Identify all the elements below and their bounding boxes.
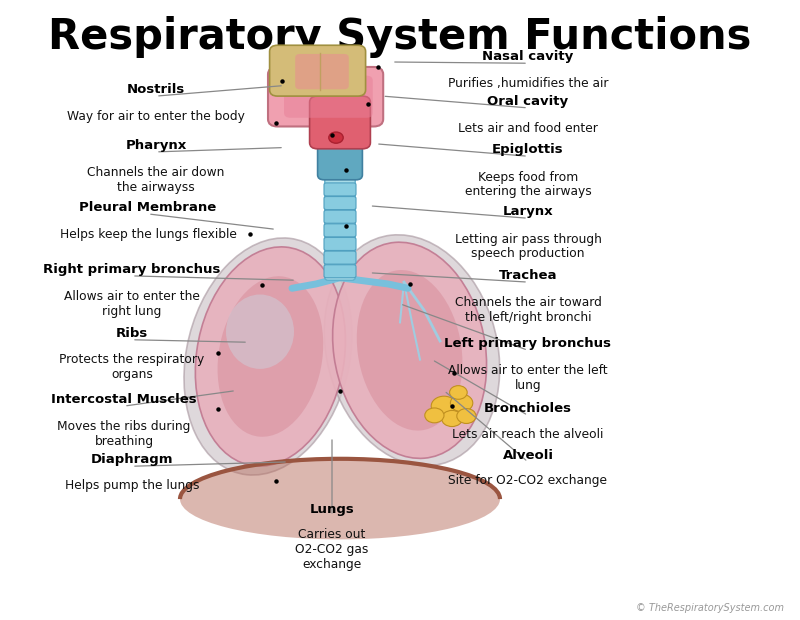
FancyBboxPatch shape bbox=[270, 45, 366, 96]
Circle shape bbox=[457, 409, 476, 423]
FancyBboxPatch shape bbox=[324, 210, 356, 223]
Text: Keeps food from
entering the airways: Keeps food from entering the airways bbox=[465, 170, 591, 198]
FancyBboxPatch shape bbox=[324, 237, 356, 250]
Text: Lets air reach the alveoli: Lets air reach the alveoli bbox=[452, 428, 604, 441]
Text: Helps keep the lungs flexible: Helps keep the lungs flexible bbox=[59, 228, 237, 241]
Ellipse shape bbox=[333, 242, 486, 458]
Text: Epiglottis: Epiglottis bbox=[492, 143, 564, 156]
Ellipse shape bbox=[324, 235, 500, 466]
Text: Purifies ,humidifies the air: Purifies ,humidifies the air bbox=[448, 77, 608, 90]
FancyBboxPatch shape bbox=[324, 197, 356, 210]
Text: Nasal cavity: Nasal cavity bbox=[482, 50, 574, 63]
Ellipse shape bbox=[218, 277, 323, 436]
Text: Way for air to enter the body: Way for air to enter the body bbox=[67, 110, 245, 123]
Text: Trachea: Trachea bbox=[498, 269, 558, 282]
FancyBboxPatch shape bbox=[324, 251, 356, 264]
Ellipse shape bbox=[357, 270, 462, 430]
Text: © TheRespiratorySystem.com: © TheRespiratorySystem.com bbox=[636, 603, 784, 613]
Text: Diaphragm: Diaphragm bbox=[90, 453, 174, 466]
Text: Larynx: Larynx bbox=[502, 205, 554, 218]
Text: Carries out
O2-CO2 gas
exchange: Carries out O2-CO2 gas exchange bbox=[295, 528, 369, 571]
Ellipse shape bbox=[184, 238, 352, 475]
FancyBboxPatch shape bbox=[284, 76, 373, 118]
Ellipse shape bbox=[195, 247, 346, 466]
Text: Protects the respiratory
organs: Protects the respiratory organs bbox=[59, 353, 205, 381]
Text: Respiratory System Functions: Respiratory System Functions bbox=[48, 16, 752, 58]
Circle shape bbox=[450, 386, 467, 399]
Text: Letting air pass through
speech production: Letting air pass through speech producti… bbox=[454, 232, 602, 260]
FancyBboxPatch shape bbox=[324, 265, 356, 278]
Text: Right primary bronchus: Right primary bronchus bbox=[43, 263, 221, 276]
FancyBboxPatch shape bbox=[318, 136, 362, 180]
Text: Channels the air down
the airwayss: Channels the air down the airwayss bbox=[87, 166, 225, 194]
FancyBboxPatch shape bbox=[295, 54, 349, 89]
Text: Lungs: Lungs bbox=[310, 503, 354, 516]
FancyBboxPatch shape bbox=[324, 224, 356, 237]
Text: Allows air to enter the left
lung: Allows air to enter the left lung bbox=[448, 364, 608, 392]
Circle shape bbox=[442, 410, 462, 427]
Text: Nostrils: Nostrils bbox=[127, 83, 185, 96]
FancyBboxPatch shape bbox=[268, 67, 383, 126]
FancyBboxPatch shape bbox=[324, 183, 356, 196]
Text: Pleural Membrane: Pleural Membrane bbox=[79, 201, 217, 214]
Text: Pharynx: Pharynx bbox=[126, 139, 186, 152]
Ellipse shape bbox=[180, 459, 500, 539]
FancyBboxPatch shape bbox=[325, 173, 355, 280]
Text: Left primary bronchus: Left primary bronchus bbox=[445, 337, 611, 350]
Text: Alveoli: Alveoli bbox=[502, 449, 554, 462]
Text: Channels the air toward
the left/right bronchi: Channels the air toward the left/right b… bbox=[454, 296, 602, 324]
Circle shape bbox=[425, 408, 444, 423]
FancyBboxPatch shape bbox=[310, 96, 370, 149]
Circle shape bbox=[450, 394, 473, 412]
Text: Bronchioles: Bronchioles bbox=[484, 402, 572, 415]
Text: Helps pump the lungs: Helps pump the lungs bbox=[65, 479, 199, 492]
Text: Intercostal Muscles: Intercostal Muscles bbox=[51, 393, 197, 406]
Text: Oral cavity: Oral cavity bbox=[487, 95, 569, 108]
Text: Lets air and food enter: Lets air and food enter bbox=[458, 122, 598, 135]
Text: Moves the ribs during
breathing: Moves the ribs during breathing bbox=[58, 420, 190, 448]
Text: Allows air to enter the
right lung: Allows air to enter the right lung bbox=[64, 290, 200, 318]
Ellipse shape bbox=[226, 294, 294, 369]
Ellipse shape bbox=[329, 132, 343, 143]
Circle shape bbox=[431, 396, 457, 416]
Text: Site for O2-CO2 exchange: Site for O2-CO2 exchange bbox=[449, 474, 607, 487]
Text: Ribs: Ribs bbox=[116, 327, 148, 340]
